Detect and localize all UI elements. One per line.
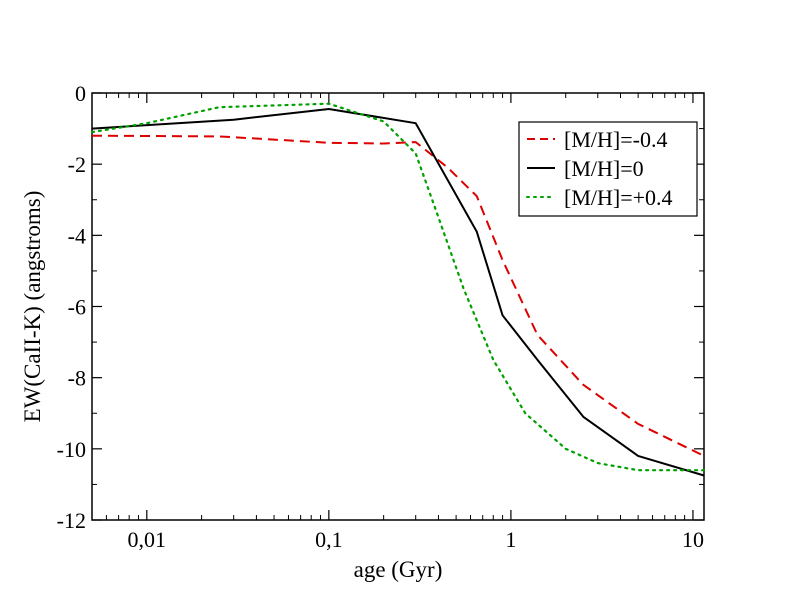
series-layer — [90, 102, 706, 477]
x-axis: 0,01 0,1 1 10 — [91, 93, 704, 552]
y-tick-label: -6 — [68, 295, 86, 320]
legend-label-1: [M/H]=0 — [564, 156, 644, 181]
y-tick-label: 0 — [75, 81, 86, 106]
x-tick-label: 1 — [505, 527, 516, 552]
x-axis-title: age (Gyr) — [354, 557, 443, 582]
series-line-1 — [91, 108, 705, 477]
legend-label-2: [M/H]=+0.4 — [564, 185, 673, 210]
y-tick-label: -2 — [68, 152, 86, 177]
y-tick-label: -4 — [68, 223, 86, 248]
series-line-2 — [90, 102, 706, 472]
x-tick-label: 0,01 — [128, 527, 167, 552]
y-axis: 0 -2 -4 -6 -8 -10 -12 — [57, 81, 704, 533]
x-tick-label: 10 — [682, 527, 704, 552]
y-tick-label: -12 — [57, 508, 86, 533]
series-line-0 — [91, 134, 705, 457]
y-axis-title: EW(CaII-K) (angstroms) — [20, 191, 45, 423]
legend-label-0: [M/H]=-0.4 — [564, 127, 667, 152]
y-tick-label: -10 — [57, 437, 86, 462]
y-tick-label: -8 — [68, 366, 86, 391]
x-tick-label: 0,1 — [315, 527, 343, 552]
legend: [M/H]=-0.4 [M/H]=0 [M/H]=+0.4 — [518, 121, 698, 217]
